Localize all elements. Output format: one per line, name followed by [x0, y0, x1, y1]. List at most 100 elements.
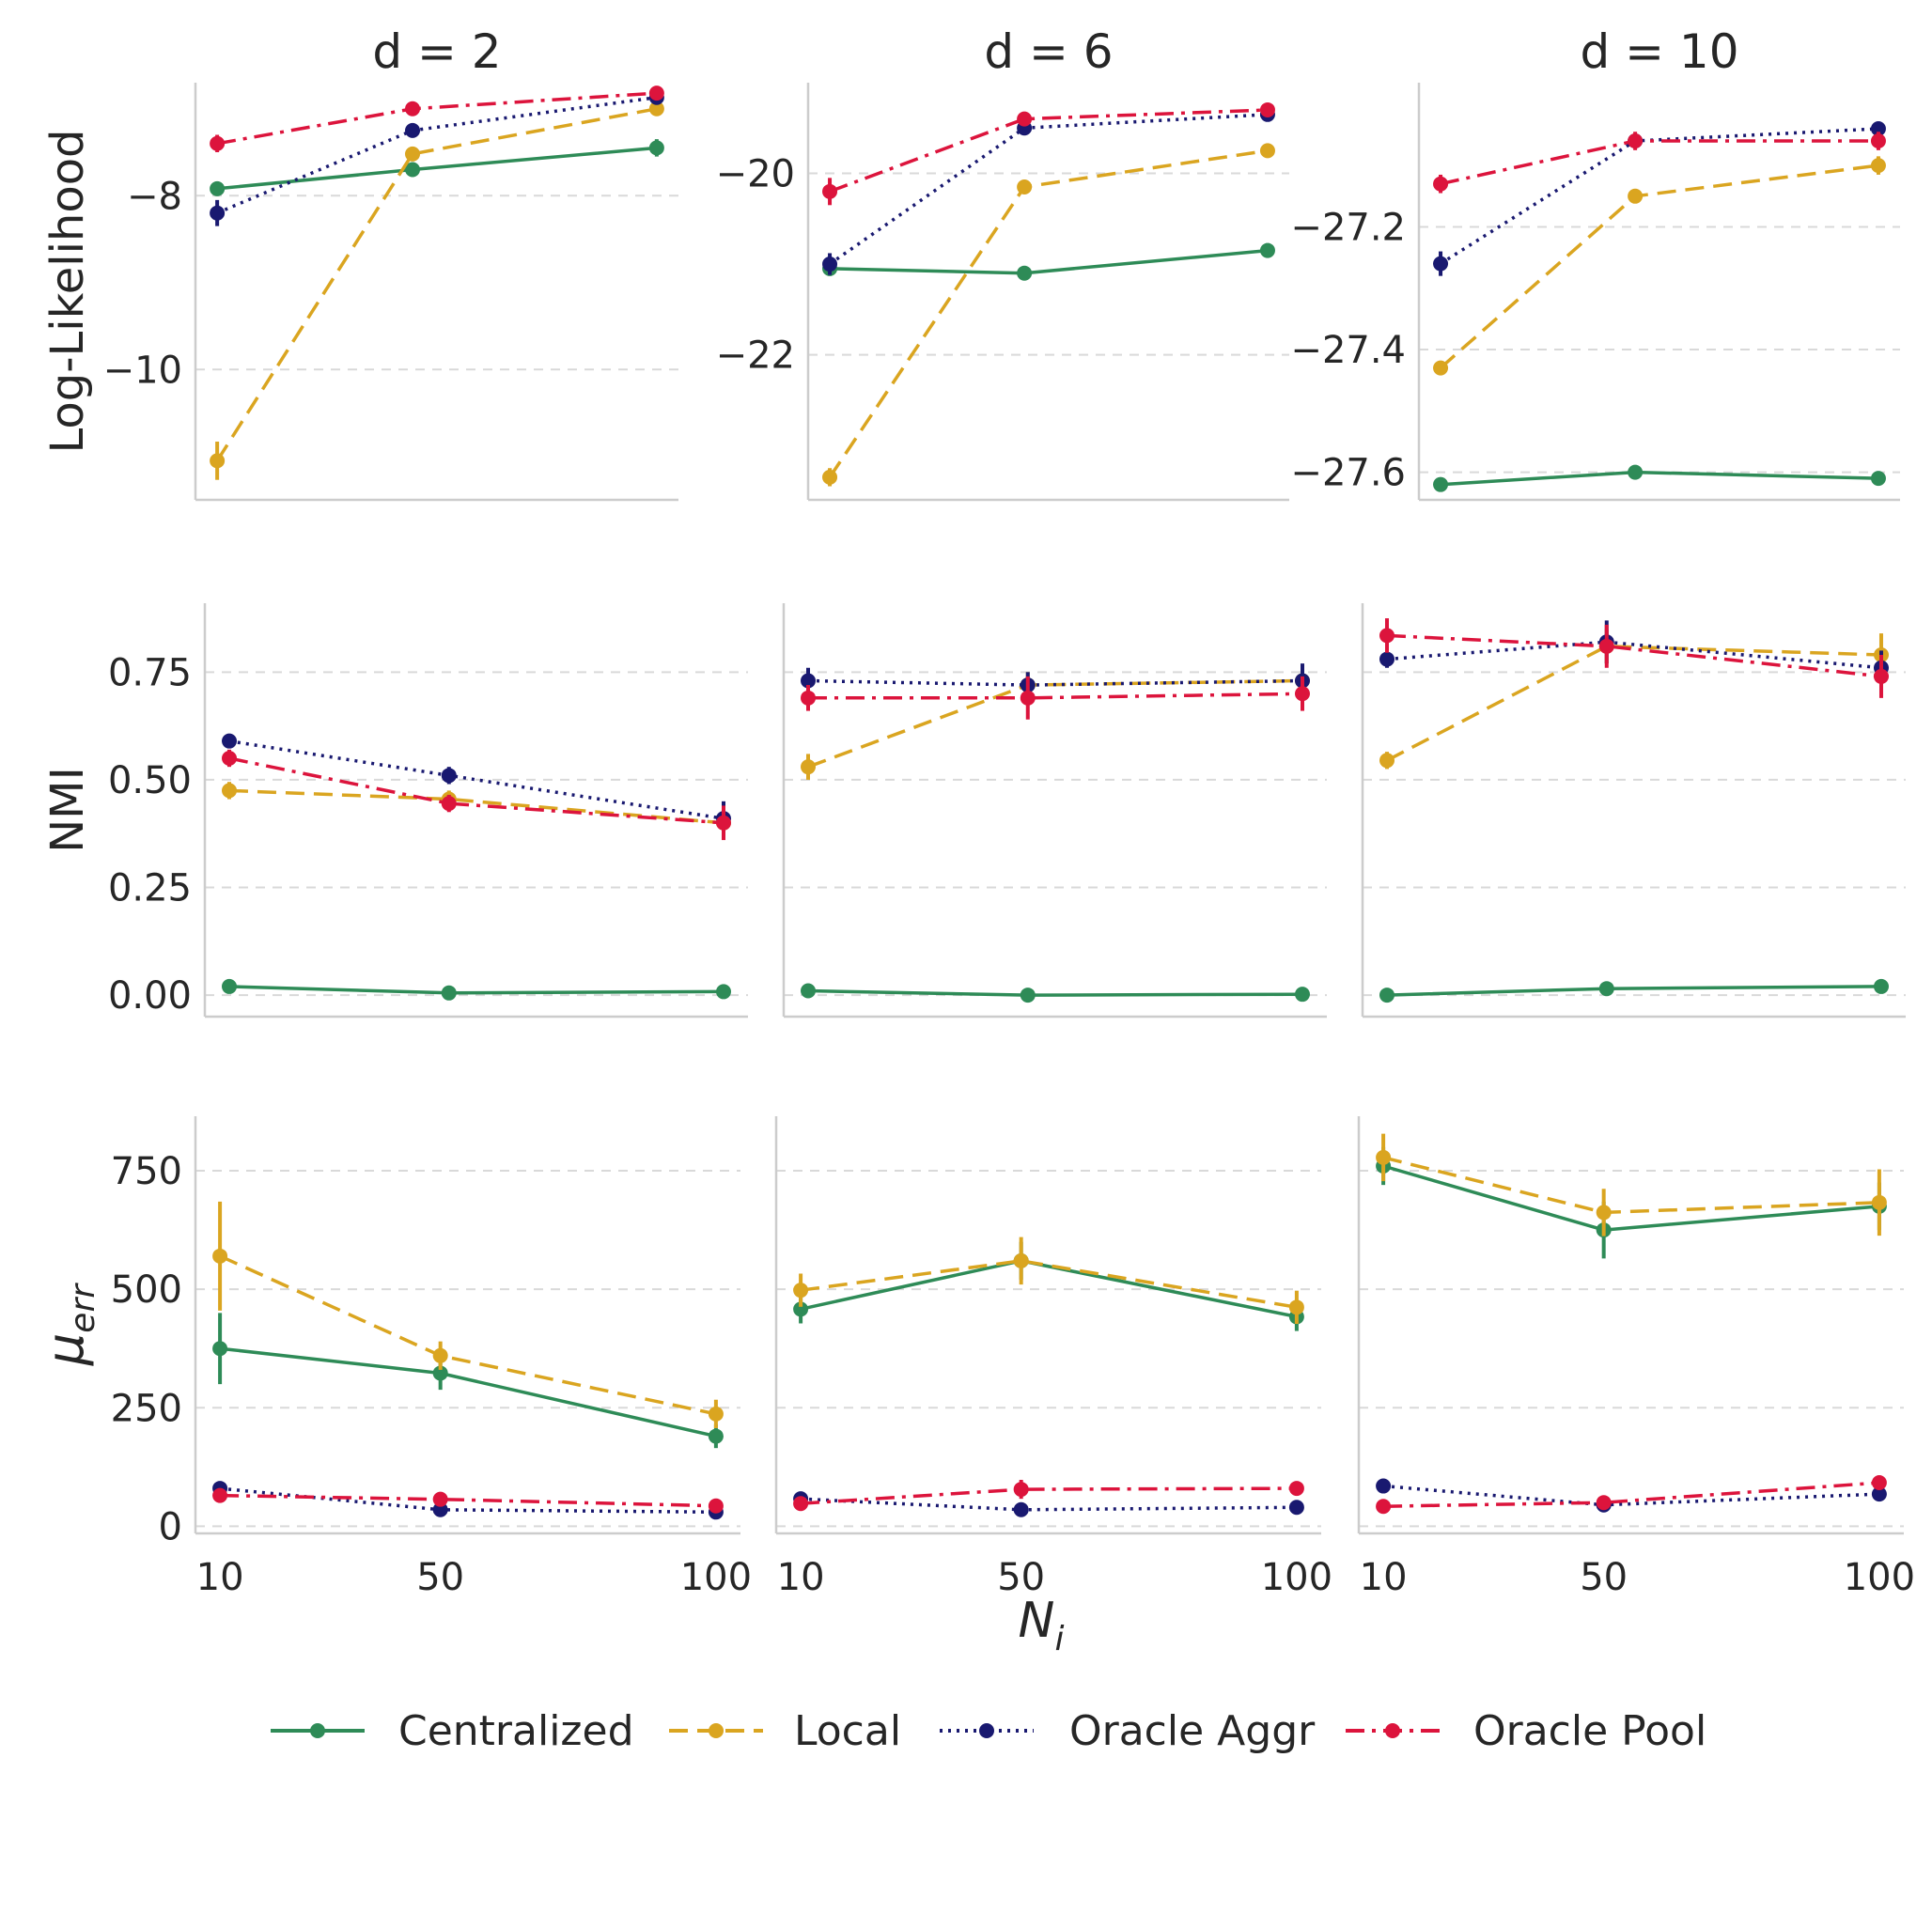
data-point [1013, 1501, 1029, 1517]
data-point [1294, 686, 1310, 702]
data-point [1379, 753, 1395, 769]
data-point [441, 768, 457, 784]
data-point [793, 1283, 809, 1299]
y-tick-label: 0.50 [108, 759, 192, 802]
data-point [793, 1301, 809, 1317]
data-point [1433, 176, 1449, 192]
series-line-centralized [807, 988, 1303, 997]
data-point [210, 205, 226, 221]
data-point [1870, 120, 1886, 136]
data-point [432, 1491, 448, 1507]
data-point [210, 135, 226, 151]
data-point [1871, 1486, 1887, 1502]
y-axis-title: μerr [36, 1283, 102, 1366]
data-point [1873, 668, 1889, 684]
data-point [708, 1428, 724, 1444]
series-line-oracle-pool [1440, 139, 1878, 186]
data-point [1433, 256, 1449, 272]
series-line-oracle-pool [808, 692, 1303, 700]
x-tick-label: 100 [1261, 1556, 1332, 1599]
data-point [405, 162, 421, 178]
data-point [715, 815, 731, 831]
y-tick-label: −27.4 [1290, 329, 1406, 372]
data-point [822, 257, 838, 272]
y-tick-label: −10 [103, 349, 182, 392]
data-point [441, 796, 457, 812]
x-tick-label: 50 [1580, 1556, 1628, 1599]
y-tick-label: −27.2 [1290, 206, 1406, 249]
data-point [212, 1341, 228, 1357]
y-tick-label: −27.6 [1290, 452, 1406, 495]
x-tick-label: 10 [1360, 1556, 1408, 1599]
series-line-local [1439, 163, 1879, 369]
y-tick-label: 0.25 [108, 867, 192, 910]
data-point [801, 983, 817, 999]
y-tick-label: −20 [716, 153, 795, 196]
data-point [210, 453, 226, 469]
legend-marker [709, 1723, 724, 1738]
data-point [648, 140, 664, 156]
data-point [212, 1248, 228, 1264]
data-point [405, 101, 421, 117]
series-line-oracle-pool [216, 91, 658, 146]
series-line-centralized [1382, 1164, 1880, 1232]
data-point [801, 690, 817, 706]
data-point [822, 469, 838, 485]
data-point [1020, 690, 1036, 706]
data-point [222, 751, 238, 766]
data-point [1379, 988, 1395, 1003]
data-point [1598, 638, 1614, 654]
legend-marker [979, 1723, 994, 1738]
data-point [212, 1487, 228, 1503]
data-point [1013, 1252, 1029, 1268]
y-tick-label: −8 [127, 175, 182, 218]
x-axis-title: Ni [1019, 1593, 1065, 1658]
series-line-oracle-pool [1383, 1481, 1880, 1508]
series-line-oracle-pool [829, 108, 1269, 194]
y-tick-label: 0.00 [108, 974, 192, 1018]
series-line-centralized [1386, 985, 1882, 997]
data-point [1020, 988, 1036, 1003]
data-point [1288, 1500, 1304, 1516]
data-point [648, 86, 664, 101]
data-point [1433, 476, 1449, 492]
series-line-centralized [829, 248, 1269, 275]
data-point [708, 1498, 724, 1514]
y-tick-label: 750 [111, 1150, 182, 1193]
data-point [708, 1406, 724, 1422]
data-point [1017, 179, 1033, 194]
x-tick-label: 10 [196, 1556, 244, 1599]
series-line-oracle-aggr [1386, 640, 1882, 670]
data-point [1379, 628, 1395, 644]
series-line-oracle-aggr [219, 1486, 716, 1515]
data-point [1376, 1499, 1392, 1515]
data-point [1596, 1495, 1612, 1511]
data-point [1294, 987, 1310, 1003]
data-point [1870, 133, 1886, 149]
column-title: d = 10 [1580, 24, 1738, 79]
legend-marker [310, 1723, 325, 1738]
data-point [222, 783, 238, 799]
legend-label: Oracle Aggr [1069, 1707, 1316, 1755]
column-title: d = 2 [372, 24, 501, 79]
series-line-centralized [228, 985, 724, 995]
data-point [1259, 101, 1275, 117]
column-title: d = 6 [984, 24, 1113, 79]
y-tick-label: 250 [111, 1387, 182, 1430]
series-line-local [1382, 1156, 1879, 1215]
data-point [1013, 1482, 1029, 1498]
data-point [1259, 143, 1275, 159]
series-line-local [215, 107, 658, 462]
data-point [1873, 978, 1889, 994]
legend-label: Local [794, 1707, 901, 1755]
data-point [793, 1496, 809, 1512]
series-line-oracle-aggr [801, 1497, 1297, 1512]
data-point [1259, 242, 1275, 258]
data-point [1379, 651, 1395, 667]
series-line-oracle-aggr [828, 113, 1269, 266]
data-point [432, 1501, 448, 1517]
x-tick-label: 50 [997, 1556, 1045, 1599]
series-line-centralized [216, 146, 658, 191]
